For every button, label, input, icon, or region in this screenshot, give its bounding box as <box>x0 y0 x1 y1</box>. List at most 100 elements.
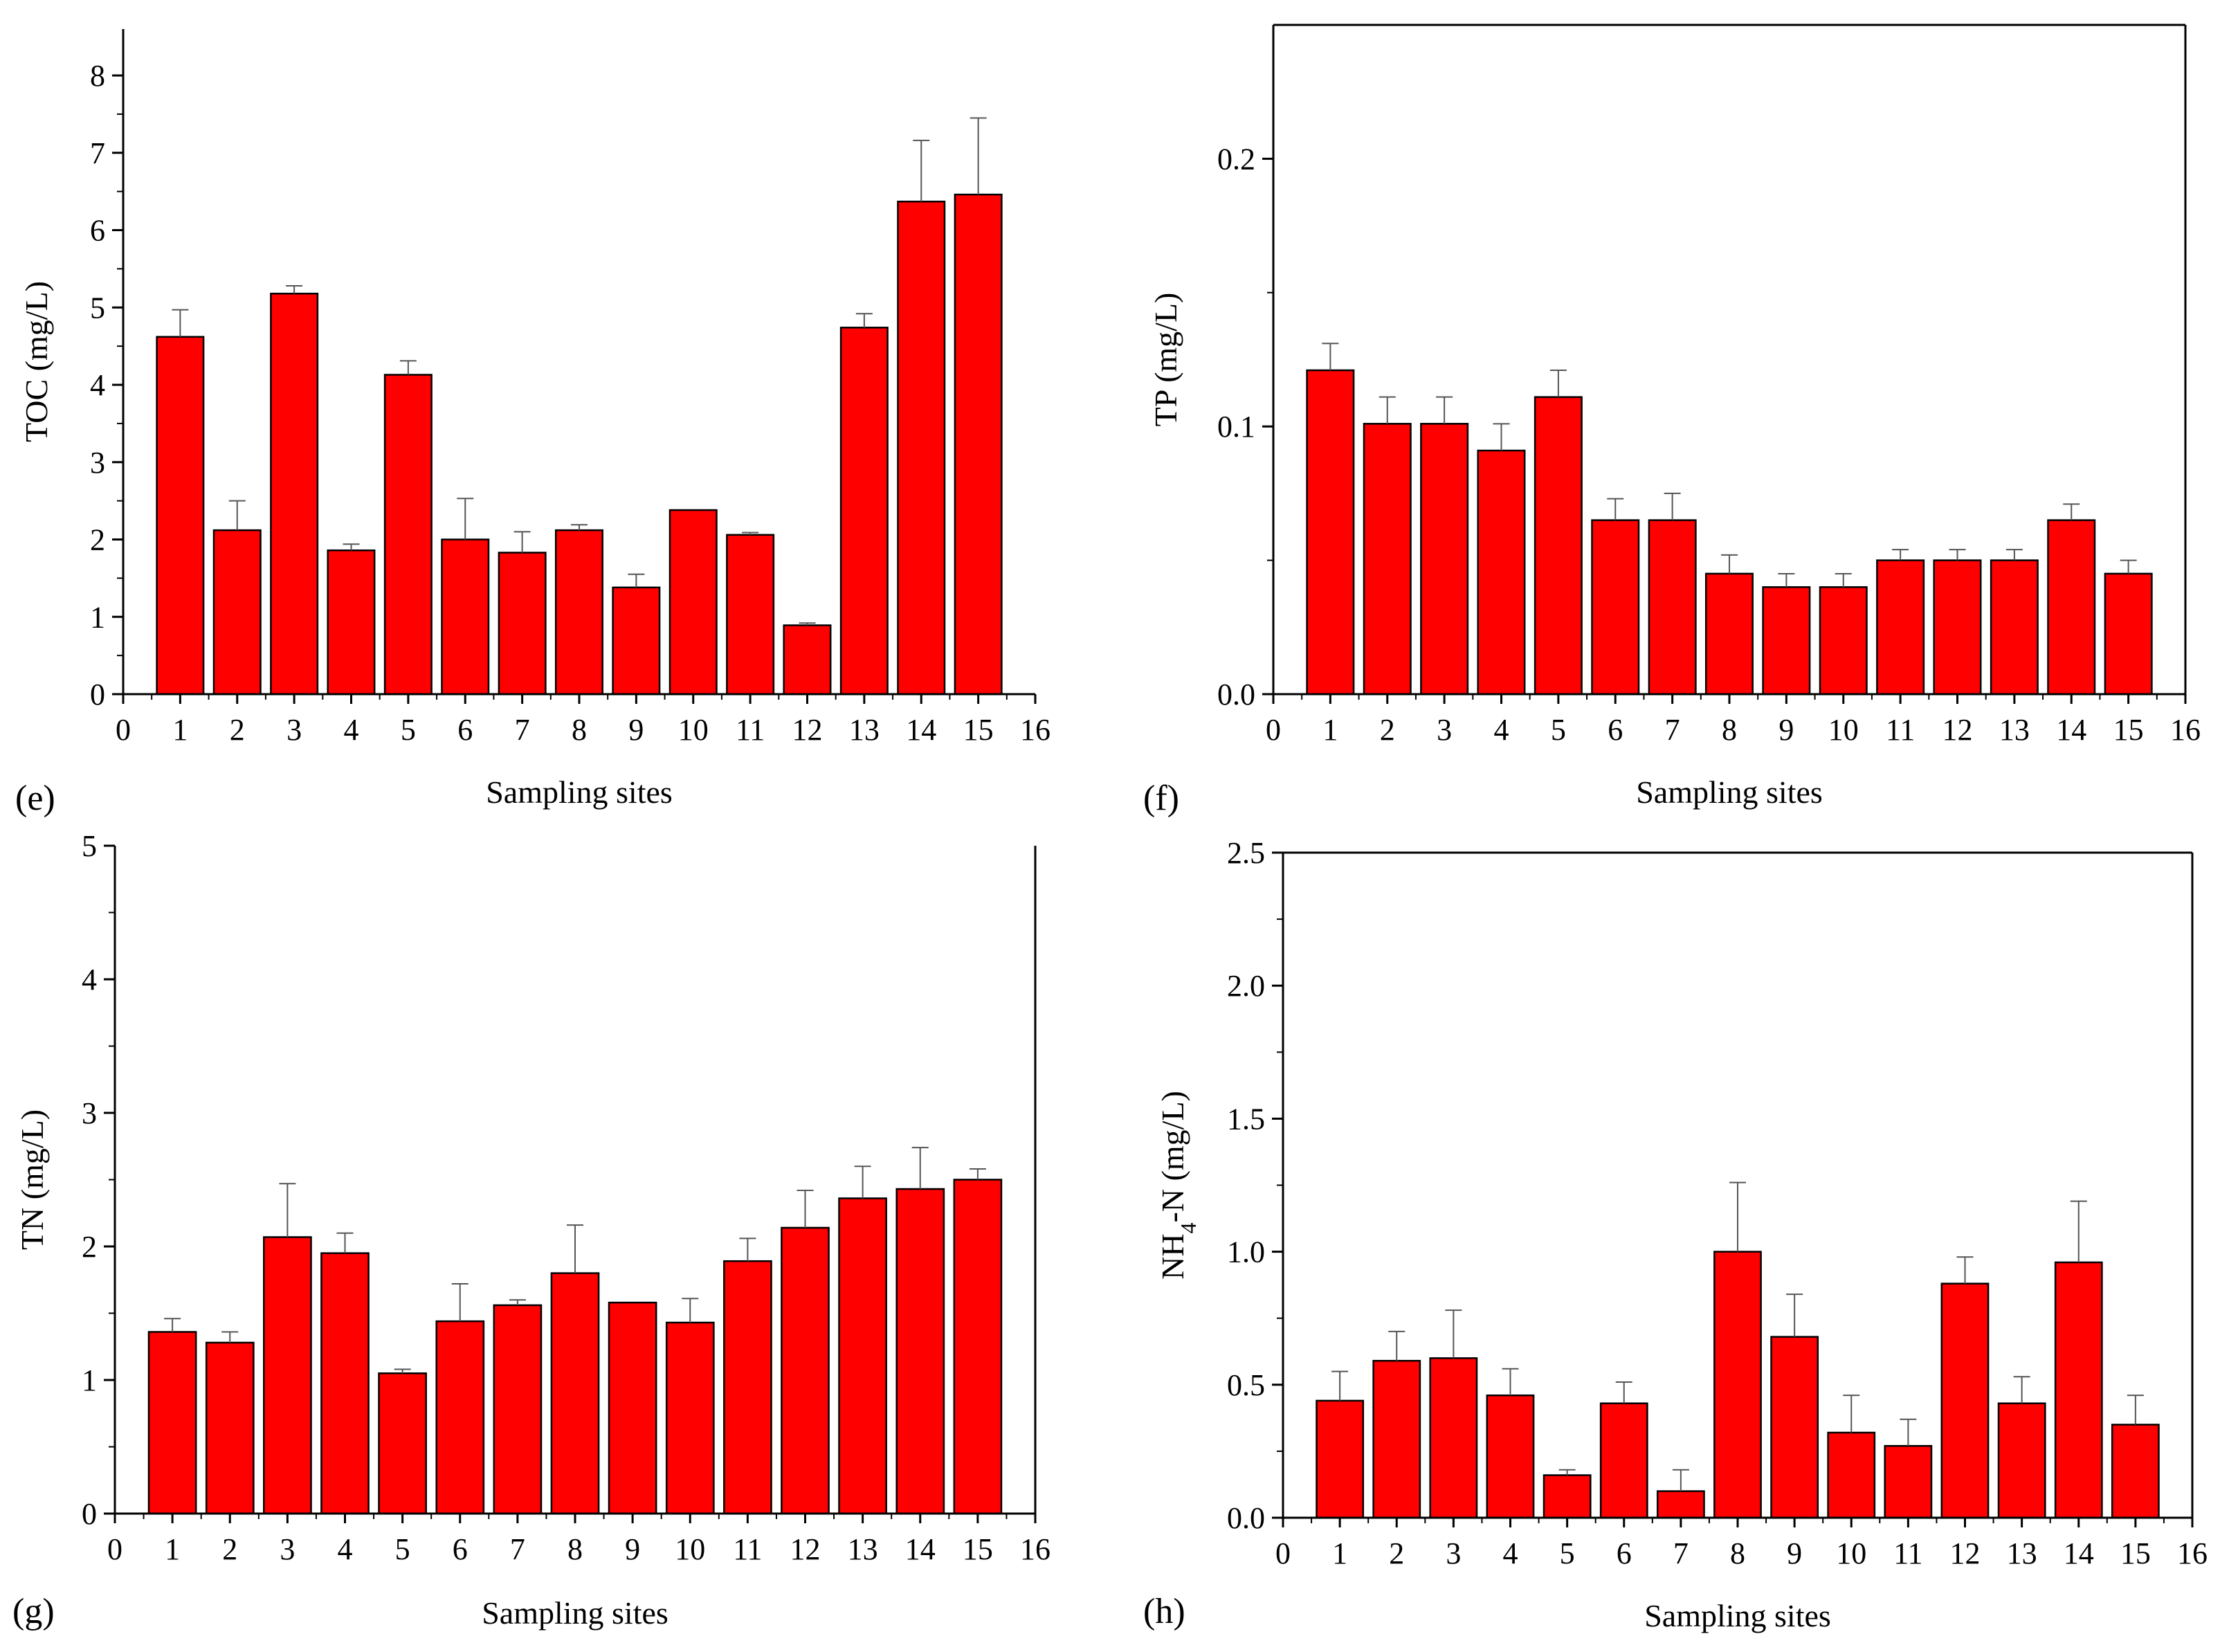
x-axis-title: Sampling sites <box>486 774 673 810</box>
bar-site-2 <box>1363 423 1412 696</box>
x-tick-label: 12 <box>792 713 823 747</box>
x-tick-label: 0 <box>1275 1536 1291 1570</box>
x-tick-label: 11 <box>1893 1536 1922 1570</box>
bar-site-10 <box>665 1321 715 1515</box>
bar-site-7 <box>1648 519 1697 696</box>
x-tick-label: 5 <box>395 1532 410 1566</box>
x-tick-label: 10 <box>678 713 709 747</box>
bar-site-6 <box>441 538 490 696</box>
y-tick-label: 2 <box>82 1230 97 1264</box>
x-tick-label: 3 <box>286 713 302 747</box>
y-tick-label: 2.5 <box>1227 836 1265 870</box>
y-tick-label: 0.2 <box>1217 142 1255 176</box>
y-tick-label: 2.0 <box>1227 969 1265 1003</box>
bar-site-12 <box>781 1226 830 1515</box>
bar-site-3 <box>270 292 319 696</box>
bar-site-9 <box>608 1301 657 1515</box>
x-tick-label: 16 <box>1020 713 1050 747</box>
bar-site-15 <box>954 193 1003 696</box>
y-axis-title: TP (mg/L) <box>1148 293 1183 427</box>
bar-site-7 <box>1656 1490 1705 1519</box>
x-axis-title: Sampling sites <box>482 1595 668 1631</box>
bar-site-6 <box>1591 519 1640 696</box>
x-tick-label: 11 <box>733 1532 762 1566</box>
y-tick-label: 1.5 <box>1227 1102 1265 1136</box>
x-tick-label: 15 <box>2120 1536 2151 1570</box>
bar-site-13 <box>838 1197 887 1515</box>
bar-site-14 <box>897 200 946 696</box>
bar-site-13 <box>839 327 889 696</box>
x-tick-label: 14 <box>2064 1536 2094 1570</box>
bar-site-5 <box>1534 396 1583 696</box>
x-tick-label: 9 <box>1787 1536 1802 1570</box>
bar-site-5 <box>383 374 433 696</box>
x-tick-label: 13 <box>848 1532 878 1566</box>
x-tick-label: 5 <box>401 713 416 747</box>
y-tick-label: 0.1 <box>1217 410 1255 444</box>
y-tick-label: 0.5 <box>1227 1368 1265 1402</box>
bar-site-9 <box>1762 586 1811 696</box>
panel-label: (g) <box>12 1592 55 1631</box>
bar-site-1 <box>1316 1399 1365 1519</box>
bar-site-2 <box>212 529 262 696</box>
x-tick-label: 4 <box>1503 1536 1518 1570</box>
bar-site-9 <box>612 586 661 696</box>
y-axis-title: TN (mg/L) <box>15 1109 50 1250</box>
bar-site-4 <box>320 1252 370 1515</box>
bar-site-4 <box>1477 449 1526 696</box>
x-tick-label: 5 <box>1551 713 1566 747</box>
x-tick-label: 16 <box>1020 1532 1050 1566</box>
x-tick-label: 10 <box>1836 1536 1866 1570</box>
bar-site-2 <box>1372 1359 1421 1519</box>
x-tick-label: 8 <box>1730 1536 1745 1570</box>
panel-e: 0 1 2 3 4 5 6 7 8 9 10 11 12 13 14 15 16012345678Samplin… <box>15 29 1050 818</box>
panel-label: (h) <box>1143 1592 1185 1631</box>
bar-site-11 <box>1884 1444 1933 1519</box>
y-tick-label: 6 <box>90 214 105 248</box>
x-axis-title: Sampling sites <box>1644 1598 1831 1633</box>
bar-site-4 <box>1486 1394 1535 1519</box>
bar-site-10 <box>1827 1431 1876 1519</box>
x-tick-label: 4 <box>338 1532 353 1566</box>
x-tick-label: 15 <box>2113 713 2144 747</box>
x-tick-label: 6 <box>1617 1536 1632 1570</box>
x-tick-label: 8 <box>567 1532 583 1566</box>
bar-site-1 <box>1306 369 1355 696</box>
bar-site-12 <box>1940 1282 1990 1519</box>
x-tick-label: 16 <box>2170 713 2201 747</box>
x-tick-label: 9 <box>628 713 644 747</box>
x-tick-label: 10 <box>675 1532 705 1566</box>
y-tick-label: 0 <box>82 1497 97 1531</box>
bar-site-3 <box>1420 423 1469 696</box>
bar-site-7 <box>498 552 547 696</box>
y-tick-label: 1 <box>90 600 105 634</box>
y-tick-label: 7 <box>90 136 105 170</box>
bar-site-3 <box>1429 1357 1478 1519</box>
y-tick-label: 5 <box>82 829 97 863</box>
bar-site-12 <box>1933 559 1982 696</box>
x-tick-label: 15 <box>963 713 994 747</box>
bar-site-8 <box>1704 572 1754 696</box>
x-tick-label: 2 <box>222 1532 237 1566</box>
x-tick-label: 1 <box>1322 713 1338 747</box>
bar-site-14 <box>895 1188 945 1515</box>
x-axis-title: Sampling sites <box>1636 774 1823 810</box>
y-tick-label: 1 <box>82 1363 97 1397</box>
bar-site-6 <box>1599 1402 1648 1519</box>
x-tick-label: 16 <box>2177 1536 2208 1570</box>
x-tick-label: 10 <box>1828 713 1859 747</box>
x-tick-label: 4 <box>1494 713 1509 747</box>
x-tick-label: 2 <box>1380 713 1395 747</box>
x-tick-label: 0 <box>116 713 131 747</box>
bar-site-1 <box>156 336 205 696</box>
x-tick-label: 3 <box>1446 1536 1461 1570</box>
x-tick-label: 9 <box>1778 713 1794 747</box>
x-tick-label: 0 <box>1266 713 1281 747</box>
panel-h: 0 1 2 3 4 5 6 7 8 9 10 11 12 13 14 15 160.00.51.01.52.02… <box>1143 836 2208 1633</box>
x-tick-label: 12 <box>1950 1536 1981 1570</box>
x-tick-label: 8 <box>572 713 587 747</box>
x-tick-label: 4 <box>344 713 359 747</box>
panel-label: (f) <box>1143 779 1179 818</box>
y-tick-label: 0.0 <box>1217 678 1255 711</box>
